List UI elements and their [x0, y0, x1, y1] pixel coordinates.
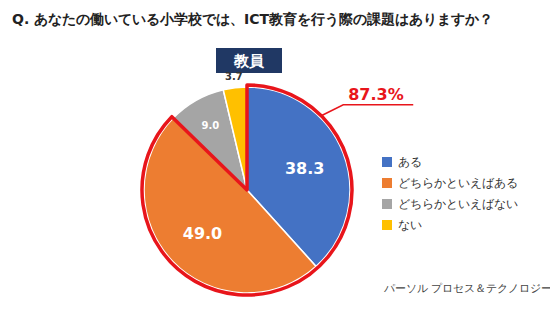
- html-text:ない: ない: [398, 218, 422, 232]
- svg-text:49.0: 49.0: [183, 224, 222, 243]
- svg-text:9.0: 9.0: [202, 120, 220, 131]
- svg-text:Q. あなたの働いている小学校では、ICT教育を行う際の課題: Q. あなたの働いている小学校では、ICT教育を行う際の課題はありますか？: [12, 11, 493, 28]
- html-text:ある: ある: [398, 155, 422, 169]
- html-text:どちらかといえばある: どちらかといえばある: [398, 176, 518, 190]
- svg-text:38.3: 38.3: [285, 159, 324, 178]
- svg-text:教員: 教員: [233, 52, 265, 70]
- html-text:どちらかといえばない: どちらかといえばない: [398, 197, 518, 211]
- svg-text:3.7: 3.7: [225, 71, 243, 82]
- svg-text:87.3%: 87.3%: [348, 85, 404, 104]
- svg-text:パーソル プロセス＆テクノロジー: パーソル プロセス＆テクノロジー: [383, 282, 550, 294]
